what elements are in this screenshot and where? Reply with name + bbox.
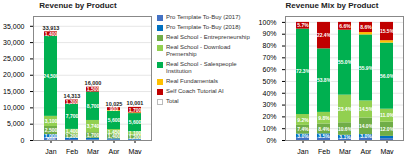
svg-text:0%: 0%: [266, 137, 276, 144]
svg-text:3,740: 3,740: [87, 123, 100, 129]
svg-text:3.1%: 3.1%: [339, 134, 351, 140]
svg-text:1,100: 1,100: [129, 130, 142, 136]
html-text:Real School - Entrepreneurship: Real School - Entrepreneurship: [166, 34, 250, 40]
svg-text:1,400: 1,400: [107, 133, 121, 140]
html-text:Revenue by Product: Revenue by Product: [39, 1, 117, 10]
svg-text:Feb: Feb: [66, 148, 78, 154]
svg-text:14.0%: 14.0%: [359, 123, 374, 129]
svg-text:1,700: 1,700: [87, 132, 100, 138]
svg-text:22.4%: 22.4%: [317, 32, 332, 38]
svg-text:55.9%: 55.9%: [359, 65, 374, 71]
svg-text:14.5%: 14.5%: [359, 106, 374, 112]
svg-text:30,000: 30,000: [3, 39, 25, 46]
svg-text:1,400: 1,400: [66, 128, 79, 134]
svg-text:5,600: 5,600: [129, 119, 142, 125]
svg-text:20,000: 20,000: [3, 71, 25, 78]
svg-text:72.3%: 72.3%: [296, 68, 311, 74]
svg-text:15.5%: 15.5%: [380, 28, 395, 34]
svg-text:3.0%: 3.0%: [297, 132, 309, 138]
html-text:Self Coach Tutorial AI: Self Coach Tutorial AI: [166, 88, 224, 94]
svg-text:10%: 10%: [262, 125, 276, 132]
html-text:Real School - Download Premers: Real School - Download Premership: [166, 44, 231, 57]
svg-text:1,700: 1,700: [129, 107, 142, 113]
svg-text:1,200: 1,200: [128, 134, 142, 140]
svg-text:10,001: 10,001: [127, 100, 144, 106]
html-text:Total: Total: [166, 98, 179, 104]
svg-text:55.0%: 55.0%: [338, 59, 353, 65]
svg-text:Jan: Jan: [45, 148, 56, 154]
svg-text:90%: 90%: [262, 30, 276, 37]
svg-text:23.4%: 23.4%: [338, 106, 353, 112]
svg-text:12.0%: 12.0%: [380, 126, 395, 132]
svg-text:35,000: 35,000: [3, 23, 25, 30]
svg-text:900: 900: [109, 105, 119, 112]
html-text:Revenue Mix by Product: Revenue Mix by Product: [285, 1, 379, 10]
svg-text:24,500: 24,500: [43, 73, 59, 79]
svg-text:May: May: [128, 148, 142, 154]
svg-text:10,000: 10,000: [3, 104, 25, 111]
svg-text:7,700: 7,700: [66, 113, 79, 119]
svg-text:5,600: 5,600: [108, 117, 121, 123]
svg-text:14,313: 14,313: [64, 93, 81, 99]
svg-text:20%: 20%: [262, 113, 276, 120]
html-text:Real Fundamentals: Real Fundamentals: [166, 78, 218, 84]
html-text:Pro Template To-Buy (2018): Pro Template To-Buy (2018): [166, 24, 241, 30]
svg-text:8,700: 8,700: [87, 103, 100, 109]
svg-text:Mar: Mar: [339, 148, 352, 154]
svg-text:1,300: 1,300: [66, 99, 79, 105]
svg-text:1,450: 1,450: [108, 129, 121, 135]
svg-text:33,913: 33,913: [43, 25, 60, 31]
svg-text:2,500: 2,500: [45, 127, 58, 133]
svg-text:8.6%: 8.6%: [360, 24, 372, 30]
svg-text:1,000: 1,000: [45, 133, 58, 139]
svg-text:Mar: Mar: [87, 148, 100, 154]
html-text:Pro Template To-Buy (2017): Pro Template To-Buy (2017): [166, 14, 241, 20]
svg-text:80%: 80%: [262, 42, 276, 49]
svg-text:60%: 60%: [262, 66, 276, 73]
svg-text:1,200: 1,200: [65, 132, 79, 139]
svg-text:5,000: 5,000: [7, 120, 25, 127]
svg-text:70%: 70%: [262, 54, 276, 61]
svg-text:25,000: 25,000: [3, 55, 25, 62]
svg-text:Feb: Feb: [318, 148, 330, 154]
svg-text:1,500: 1,500: [87, 86, 100, 92]
svg-text:11.0%: 11.0%: [380, 112, 394, 118]
svg-text:Jan: Jan: [297, 148, 308, 154]
svg-text:40%: 40%: [262, 90, 276, 97]
svg-text:5.7%: 5.7%: [297, 22, 309, 28]
svg-text:1,400: 1,400: [45, 31, 58, 37]
svg-text:53.8%: 53.8%: [317, 77, 332, 83]
svg-text:May: May: [380, 148, 394, 154]
svg-text:10,025: 10,025: [106, 101, 123, 107]
svg-text:3.0%: 3.0%: [360, 133, 372, 139]
svg-text:9.8%: 9.8%: [318, 115, 330, 121]
svg-text:50%: 50%: [262, 78, 276, 85]
svg-text:Apr: Apr: [109, 148, 121, 154]
svg-text:16,000: 16,000: [85, 80, 102, 86]
svg-text:30%: 30%: [262, 101, 276, 108]
svg-text:6.6%: 6.6%: [339, 23, 351, 29]
html-text:Real School - Salespeople Inst: Real School - Salespeople Institution: [166, 61, 237, 74]
svg-text:Apr: Apr: [361, 148, 373, 154]
svg-text:0: 0: [21, 137, 25, 144]
svg-text:10.6%: 10.6%: [338, 126, 353, 132]
svg-text:3.5%: 3.5%: [318, 133, 330, 139]
svg-text:8.4%: 8.4%: [318, 126, 330, 132]
svg-text:56.0%: 56.0%: [380, 73, 395, 79]
svg-text:7.4%: 7.4%: [297, 126, 309, 132]
svg-text:9.2%: 9.2%: [297, 117, 309, 123]
svg-text:15,000: 15,000: [3, 88, 25, 95]
svg-text:3,100: 3,100: [45, 118, 58, 124]
svg-text:100%: 100%: [259, 19, 277, 26]
